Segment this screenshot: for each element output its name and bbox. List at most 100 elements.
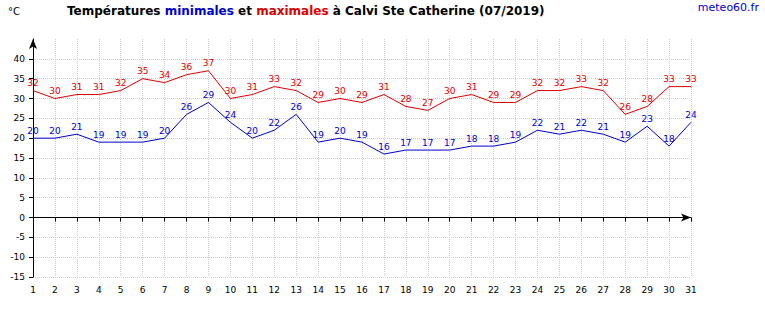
svg-text:7: 7	[162, 285, 168, 295]
svg-text:minimales: minimales	[165, 4, 234, 18]
svg-text:30: 30	[663, 285, 675, 295]
svg-text:19: 19	[422, 285, 434, 295]
svg-text:30: 30	[334, 86, 346, 96]
svg-text:27: 27	[598, 285, 609, 295]
svg-text:29: 29	[510, 90, 522, 100]
svg-text:15: 15	[334, 285, 345, 295]
svg-text:37: 37	[203, 58, 214, 68]
svg-text:22: 22	[532, 118, 543, 128]
svg-text:0: 0	[19, 213, 25, 223]
svg-text:18: 18	[466, 134, 478, 144]
svg-text:5: 5	[118, 285, 124, 295]
svg-text:13: 13	[290, 285, 301, 295]
svg-text:18: 18	[488, 134, 500, 144]
svg-text:17: 17	[400, 138, 411, 148]
svg-text:26: 26	[619, 102, 631, 112]
svg-text:32: 32	[598, 78, 609, 88]
svg-text:40: 40	[14, 54, 26, 64]
svg-text:20: 20	[444, 285, 456, 295]
svg-text:19: 19	[619, 130, 631, 140]
svg-text:30: 30	[444, 86, 456, 96]
svg-text:21: 21	[71, 122, 82, 132]
svg-text:14: 14	[312, 285, 324, 295]
svg-text:17: 17	[422, 138, 433, 148]
svg-text:20: 20	[27, 126, 39, 136]
svg-text:31: 31	[71, 82, 82, 92]
svg-text:18: 18	[663, 134, 675, 144]
svg-text:Températures: Températures	[67, 4, 165, 18]
svg-text:9: 9	[206, 285, 212, 295]
svg-text:18: 18	[400, 285, 412, 295]
svg-text:19: 19	[93, 130, 105, 140]
svg-text:30: 30	[49, 86, 61, 96]
svg-text:31: 31	[685, 285, 696, 295]
svg-text:25: 25	[14, 113, 25, 123]
svg-text:21: 21	[554, 122, 565, 132]
svg-text:22: 22	[576, 118, 587, 128]
svg-text:8: 8	[184, 285, 190, 295]
svg-text:2: 2	[52, 285, 58, 295]
svg-text:11: 11	[247, 285, 258, 295]
svg-text:28: 28	[619, 285, 631, 295]
svg-text:29: 29	[356, 90, 368, 100]
svg-text:-10: -10	[10, 252, 25, 262]
svg-text:32: 32	[290, 78, 301, 88]
svg-text:26: 26	[290, 102, 302, 112]
svg-text:19: 19	[137, 130, 149, 140]
svg-text:20: 20	[334, 126, 346, 136]
svg-text:à Calvi Ste Catherine (07/2019: à Calvi Ste Catherine (07/2019)	[329, 4, 545, 18]
svg-text:33: 33	[269, 74, 280, 84]
svg-text:5: 5	[19, 193, 25, 203]
svg-text:27: 27	[422, 98, 433, 108]
svg-text:31: 31	[93, 82, 104, 92]
svg-text:31: 31	[247, 82, 258, 92]
svg-text:32: 32	[27, 78, 38, 88]
svg-text:17: 17	[378, 285, 389, 295]
svg-text:23: 23	[641, 114, 652, 124]
svg-text:12: 12	[269, 285, 280, 295]
svg-text:29: 29	[488, 90, 500, 100]
svg-text:meteo60.fr: meteo60.fr	[698, 1, 760, 14]
svg-text:6: 6	[140, 285, 146, 295]
svg-text:33: 33	[576, 74, 587, 84]
svg-text:34: 34	[159, 70, 171, 80]
svg-text:20: 20	[159, 126, 171, 136]
svg-text:26: 26	[576, 285, 588, 295]
svg-text:31: 31	[378, 82, 389, 92]
svg-text:36: 36	[181, 62, 193, 72]
svg-text:29: 29	[641, 285, 653, 295]
svg-text:32: 32	[554, 78, 565, 88]
svg-text:24: 24	[225, 110, 237, 120]
svg-text:33: 33	[685, 74, 696, 84]
svg-text:1: 1	[30, 285, 36, 295]
svg-text:30: 30	[225, 86, 237, 96]
svg-text:-5: -5	[16, 232, 25, 242]
svg-text:10: 10	[14, 173, 26, 183]
svg-text:22: 22	[488, 285, 499, 295]
svg-text:19: 19	[312, 130, 324, 140]
svg-text:25: 25	[554, 285, 565, 295]
svg-text:21: 21	[466, 285, 477, 295]
svg-text:3: 3	[74, 285, 80, 295]
svg-text:21: 21	[598, 122, 609, 132]
svg-text:24: 24	[685, 110, 697, 120]
svg-text:26: 26	[181, 102, 193, 112]
svg-text:19: 19	[510, 130, 522, 140]
svg-text:17: 17	[444, 138, 455, 148]
svg-text:31: 31	[466, 82, 477, 92]
svg-text:35: 35	[137, 66, 148, 76]
svg-text:19: 19	[356, 130, 368, 140]
svg-text:20: 20	[14, 133, 26, 143]
svg-text:28: 28	[641, 94, 653, 104]
svg-text:°C: °C	[8, 6, 20, 17]
svg-text:20: 20	[49, 126, 61, 136]
svg-text:10: 10	[225, 285, 237, 295]
svg-text:19: 19	[115, 130, 127, 140]
svg-text:-15: -15	[10, 272, 25, 282]
svg-text:30: 30	[14, 94, 26, 104]
svg-text:32: 32	[115, 78, 126, 88]
svg-text:15: 15	[14, 153, 25, 163]
svg-text:maximales: maximales	[256, 4, 328, 18]
svg-text:22: 22	[269, 118, 280, 128]
svg-text:16: 16	[356, 285, 368, 295]
